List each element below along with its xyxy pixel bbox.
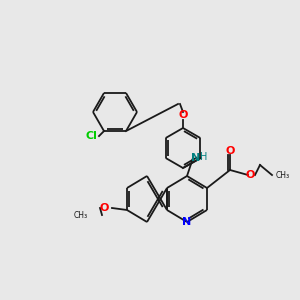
Text: N: N [191,153,201,163]
Text: O: O [99,203,109,213]
Text: Cl: Cl [85,131,97,141]
Text: O: O [225,146,235,156]
Text: H: H [200,152,208,162]
Text: CH₃: CH₃ [74,211,88,220]
Text: O: O [178,110,188,120]
Text: N: N [182,217,192,227]
Text: O: O [245,170,255,180]
Text: CH₃: CH₃ [276,170,290,179]
